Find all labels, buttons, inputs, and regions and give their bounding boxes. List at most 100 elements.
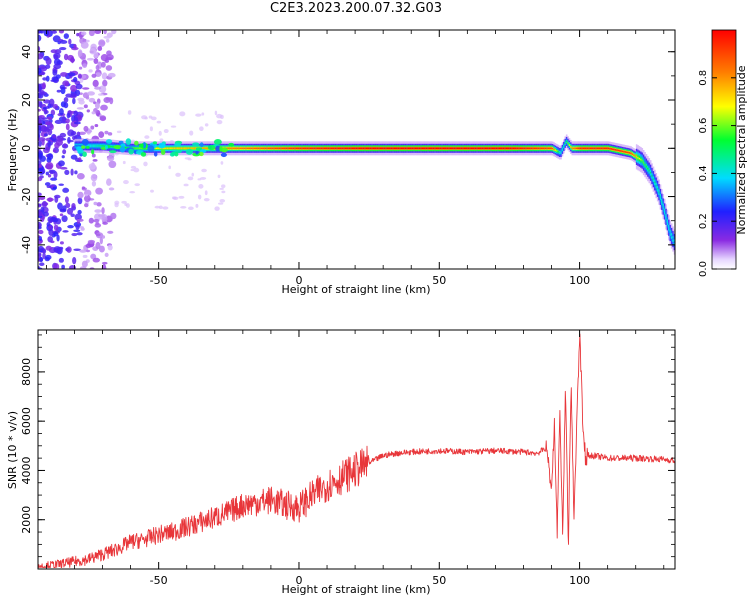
ridge-peak xyxy=(92,145,95,147)
noise-speckle xyxy=(110,212,117,220)
colorbar-gradient xyxy=(711,29,737,270)
snr-y-ticks: 2000 4000 6000 8000 xyxy=(20,334,675,570)
ridge-peak xyxy=(666,221,669,224)
ridge-peak xyxy=(187,147,190,150)
noise-speckle xyxy=(158,205,163,210)
noise-speckle xyxy=(100,104,108,111)
ridge-peak xyxy=(619,149,621,152)
noise-speckle xyxy=(52,149,57,153)
ridge-peak xyxy=(500,147,502,150)
noise-speckle xyxy=(141,115,148,120)
ridge-peak xyxy=(323,147,326,150)
spectrogram-y-ticks: 40 20 0 -20 -40 xyxy=(20,45,675,270)
noise-speckle xyxy=(54,119,63,125)
ridge-peak xyxy=(556,150,558,152)
ridge-peak xyxy=(134,147,137,150)
ridge-peak xyxy=(372,147,375,150)
ridge-peak xyxy=(438,147,441,150)
noise-speckle xyxy=(38,229,44,235)
noise-speckle xyxy=(58,183,64,186)
noise-speckle xyxy=(40,117,45,121)
ridge-peak xyxy=(515,147,518,150)
noise-speckle xyxy=(108,187,115,191)
colorbar-ticks: 0.0 0.2 0.4 0.6 0.8 xyxy=(698,70,736,277)
ridge-peak xyxy=(490,147,492,150)
ridge-peak xyxy=(295,147,298,150)
ridge-peak xyxy=(260,147,263,150)
ridge-peak xyxy=(442,147,445,150)
ridge-peak xyxy=(246,147,249,150)
ridge-peak xyxy=(193,147,196,150)
ridge-peak xyxy=(446,147,449,150)
ridge-blob xyxy=(147,145,155,153)
noise-speckle xyxy=(70,56,75,64)
noise-speckle xyxy=(70,168,74,176)
ridge-peak xyxy=(390,147,393,150)
noise-speckle xyxy=(198,184,204,189)
ridge-peak xyxy=(77,145,79,147)
noise-speckle xyxy=(67,224,74,229)
ridge-peak xyxy=(448,147,450,150)
ridge-peak xyxy=(400,147,403,150)
ridge-peak xyxy=(239,147,242,150)
ridge-peak xyxy=(124,147,127,149)
ridge-blob xyxy=(220,152,227,158)
ridge-peak xyxy=(271,147,274,150)
ridge-peak xyxy=(383,147,386,150)
noise-speckle xyxy=(114,200,120,205)
noise-speckle xyxy=(42,248,47,254)
ridge-peak xyxy=(330,147,333,150)
noise-speckle xyxy=(39,257,44,263)
noise-speckle xyxy=(158,130,162,136)
noise-speckle xyxy=(52,69,58,76)
ridge-peak xyxy=(434,147,436,150)
ridge-blob xyxy=(220,147,228,153)
ridge-peak xyxy=(445,147,448,150)
ridge-blob xyxy=(81,138,89,146)
ridge-peak xyxy=(367,147,369,150)
ridge-peak xyxy=(249,147,252,150)
noise-speckle xyxy=(187,206,194,211)
noise-speckle xyxy=(70,131,77,136)
ridge-peak xyxy=(378,147,380,150)
ridge-peak xyxy=(334,147,337,150)
ridge-peak xyxy=(252,147,254,150)
ridge-peak xyxy=(171,147,173,150)
noise-speckle xyxy=(197,194,202,200)
noise-speckle xyxy=(64,196,69,204)
noise-speckle xyxy=(84,193,89,197)
ridge-peak xyxy=(397,147,400,150)
ridge-peak xyxy=(502,147,505,150)
noise-speckle xyxy=(77,73,82,79)
ridge-peak xyxy=(554,149,557,151)
ridge-peak xyxy=(463,147,466,150)
noise-speckle xyxy=(85,39,90,43)
ridge-peak xyxy=(452,147,455,150)
ridge-peak xyxy=(242,147,245,150)
ridge-peak xyxy=(180,147,183,150)
noise-speckle xyxy=(95,187,103,195)
noise-speckle xyxy=(92,159,98,162)
noise-speckle xyxy=(201,168,207,173)
ridge-peak xyxy=(568,144,571,146)
ridge-peak xyxy=(663,210,666,213)
ridge-peak xyxy=(455,147,457,150)
noise-speckle xyxy=(56,89,62,93)
ridge-peak xyxy=(348,147,351,150)
ridge-peak xyxy=(257,147,260,150)
ridge-peak xyxy=(560,151,562,154)
noise-speckle xyxy=(53,63,62,70)
ridge-peak xyxy=(327,147,330,150)
noise-speckle xyxy=(85,243,92,248)
ridge-blob xyxy=(171,151,176,156)
ridge-peak xyxy=(414,147,417,150)
ridge-peak xyxy=(278,147,281,150)
noise-speckle xyxy=(65,93,73,98)
ridge-peak xyxy=(635,156,638,158)
ridge-peak xyxy=(173,147,176,150)
noise-speckle xyxy=(76,107,85,110)
x-tick-label: 0 xyxy=(295,574,302,587)
noise-speckle xyxy=(47,140,51,148)
noise-speckle xyxy=(82,63,88,68)
noise-speckle xyxy=(98,131,105,138)
